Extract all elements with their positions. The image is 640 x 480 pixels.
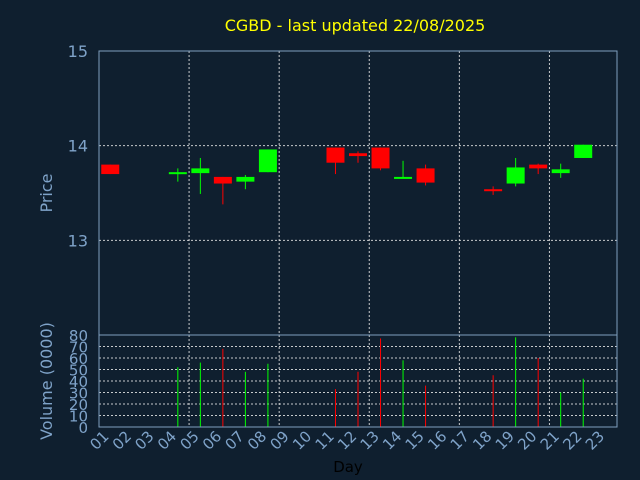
- candle-body: [574, 144, 593, 158]
- candle-body: [394, 176, 413, 179]
- candle-body: [529, 164, 548, 169]
- volume-tick-label: 0: [78, 419, 88, 437]
- volume-tick-label: 50: [69, 362, 88, 380]
- chart-title: CGBD - last updated 22/08/2025: [225, 16, 486, 35]
- volume-tick-label: 30: [69, 385, 88, 403]
- price-candles: [101, 144, 593, 205]
- price-tick-label: 15: [68, 42, 88, 61]
- candle-body: [168, 172, 187, 175]
- volume-tick-label: 10: [69, 408, 88, 426]
- candle-body: [551, 169, 570, 174]
- candle-body: [326, 147, 345, 163]
- volume-bars: [177, 337, 584, 427]
- candle-body: [213, 176, 232, 184]
- volume-tick-label: 20: [69, 396, 88, 414]
- candle-body: [101, 164, 120, 175]
- grid-lines: [99, 50, 617, 428]
- candle-body: [371, 147, 390, 169]
- candle-body: [484, 189, 503, 192]
- candle-body: [416, 168, 435, 183]
- price-tick-label: 13: [68, 231, 88, 250]
- candle-body: [506, 167, 525, 184]
- volume-axis-label: Volume (0000): [37, 322, 56, 440]
- candle-body: [349, 153, 367, 157]
- x-axis-label: Day: [333, 458, 363, 476]
- volume-tick-label: 40: [69, 373, 88, 391]
- candle-body: [258, 149, 277, 173]
- volume-tick-label: 60: [69, 350, 88, 368]
- price-axis-label: Price: [37, 173, 56, 212]
- candle-body: [191, 168, 210, 174]
- price-tick-label: 14: [68, 137, 88, 156]
- volume-tick-label: 80: [69, 327, 88, 345]
- volume-panel-frame: [98, 334, 618, 428]
- volume-tick-label: 70: [69, 339, 88, 357]
- candle-body: [236, 176, 255, 182]
